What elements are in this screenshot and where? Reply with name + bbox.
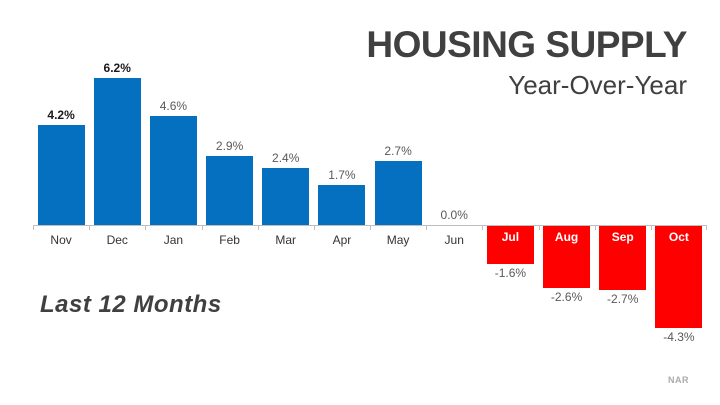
month-label-apr: Apr: [332, 233, 352, 247]
value-label-aug: -2.6%: [550, 289, 583, 304]
month-label-aug: Aug: [554, 230, 579, 244]
value-label-feb: 2.9%: [215, 139, 244, 154]
value-label-apr: 1.7%: [328, 167, 356, 182]
chart-subtitle: Year-Over-Year: [508, 69, 687, 100]
value-label-may: 2.7%: [384, 144, 412, 158]
caption-last-12-months: Last 12 Months: [40, 291, 222, 318]
month-label-jan: Jan: [163, 233, 184, 247]
axis-tick: [370, 226, 371, 230]
axis-tick: [426, 226, 428, 230]
chart-column-jul: -1.6% Jul: [482, 0, 538, 405]
axis-tick: [201, 226, 203, 230]
x-axis-line: [33, 225, 707, 226]
value-label-jan: 4.6%: [159, 98, 188, 113]
chart-column-jun: 0.0% Jun: [426, 0, 482, 405]
axis-tick: [594, 226, 596, 230]
chart-title: HOUSING SUPPLY: [366, 24, 687, 65]
axis-tick: [145, 226, 147, 230]
bar-nov: [37, 125, 85, 225]
axis-tick: [257, 226, 259, 230]
bar-sep: [599, 226, 647, 290]
value-label-jun: 0.0%: [440, 208, 468, 222]
month-label-jul: Jul: [501, 230, 520, 244]
bar-feb: [206, 156, 253, 225]
chart-column-feb: 2.9% Feb: [202, 0, 258, 405]
value-label-sep: -2.7%: [607, 291, 639, 306]
value-label-nov: 4.2%: [47, 108, 75, 123]
bar-jul: [486, 226, 534, 264]
chart-column-oct: -4.3% Oct: [651, 0, 707, 405]
value-label-mar: 2.4%: [272, 151, 300, 166]
bar-may: [374, 161, 422, 225]
axis-tick: [33, 226, 34, 230]
bar-aug: [543, 226, 590, 288]
chart-column-sep: -2.7% Sep: [595, 0, 651, 405]
value-label-jul: -1.6%: [494, 265, 527, 280]
chart-column-mar: 2.4% Mar: [258, 0, 314, 405]
chart-column-jan: 4.6% Jan: [145, 0, 201, 405]
value-label-dec: 6.2%: [103, 61, 131, 76]
source-attribution: NAR: [668, 375, 689, 385]
title-block: HOUSING SUPPLY Year-Over-Year: [366, 24, 687, 101]
chart-column-may: 2.7% May: [370, 0, 426, 405]
bar-chart: 4.2% Nov 6.2% Dec 4.6% Jan 2.9% Feb 2.4% Mar 1.7% A…: [33, 0, 707, 405]
axis-tick: [650, 226, 652, 230]
month-label-nov: Nov: [50, 233, 72, 247]
bar-oct: [655, 226, 703, 328]
month-label-dec: Dec: [106, 233, 128, 247]
bar-mar: [262, 168, 310, 225]
month-label-sep: Sep: [611, 230, 634, 244]
month-label-jun: Jun: [444, 233, 464, 247]
chart-column-dec: 6.2% Dec: [89, 0, 145, 405]
chart-column-aug: -2.6% Aug: [539, 0, 595, 405]
axis-tick: [313, 226, 315, 230]
chart-column-apr: 1.7% Apr: [314, 0, 370, 405]
axis-tick: [482, 226, 484, 230]
month-label-feb: Feb: [219, 233, 240, 247]
axis-tick: [89, 226, 91, 230]
month-label-mar: Mar: [275, 233, 297, 247]
chart-column-nov: 4.2% Nov: [33, 0, 89, 405]
bar-apr: [318, 184, 366, 225]
month-label-oct: Oct: [668, 230, 689, 244]
value-label-oct: -4.3%: [663, 329, 695, 344]
bar-dec: [93, 78, 141, 225]
month-label-may: May: [386, 233, 410, 247]
bar-jan: [149, 115, 197, 225]
axis-tick: [706, 226, 707, 230]
axis-tick: [538, 226, 540, 230]
